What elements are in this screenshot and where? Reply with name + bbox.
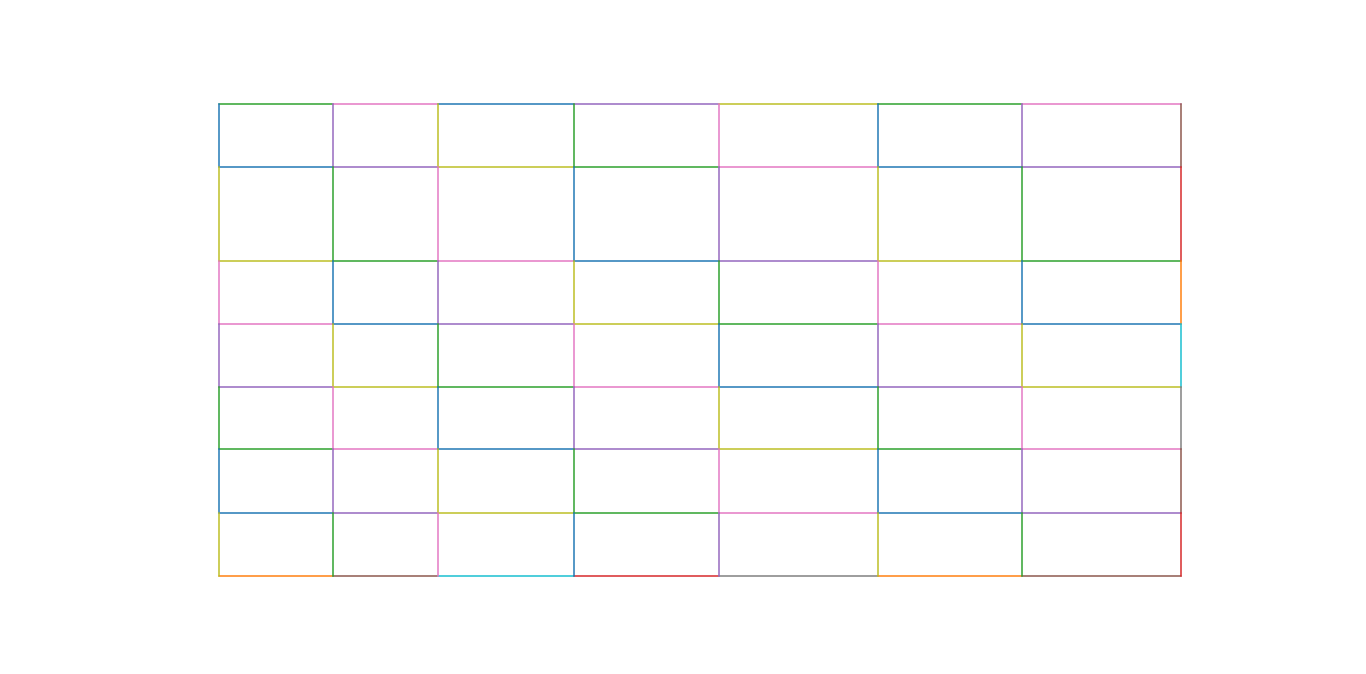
rectangle-grid	[218, 103, 1182, 577]
